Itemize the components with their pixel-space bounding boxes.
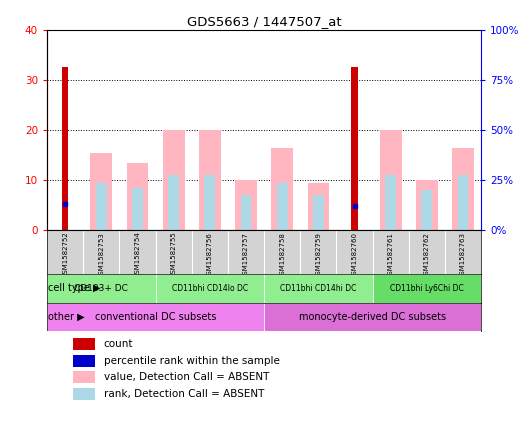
Text: cell type ▶: cell type ▶ bbox=[48, 283, 100, 294]
Bar bbox=[199, 130, 221, 231]
Bar bbox=[422, 190, 433, 231]
Text: GSM1582755: GSM1582755 bbox=[170, 232, 177, 278]
Bar bbox=[372, 274, 481, 302]
Bar bbox=[204, 175, 215, 231]
Bar bbox=[47, 274, 156, 302]
Text: conventional DC subsets: conventional DC subsets bbox=[95, 312, 217, 321]
Text: GSM1582760: GSM1582760 bbox=[351, 232, 358, 279]
Text: GSM1582761: GSM1582761 bbox=[388, 232, 394, 279]
Bar bbox=[73, 388, 95, 400]
Text: other ▶: other ▶ bbox=[48, 312, 84, 321]
Bar bbox=[62, 67, 69, 231]
Bar bbox=[235, 180, 257, 231]
Bar bbox=[308, 183, 329, 231]
Text: GSM1582754: GSM1582754 bbox=[134, 232, 141, 278]
Bar bbox=[271, 148, 293, 231]
Bar bbox=[96, 183, 107, 231]
Text: count: count bbox=[104, 339, 133, 349]
Text: CD103+ DC: CD103+ DC bbox=[74, 284, 128, 293]
Text: CD11bhi CD14lo DC: CD11bhi CD14lo DC bbox=[172, 284, 248, 293]
Text: GSM1582757: GSM1582757 bbox=[243, 232, 249, 279]
Text: GSM1582763: GSM1582763 bbox=[460, 232, 466, 279]
Bar bbox=[452, 148, 474, 231]
Text: percentile rank within the sample: percentile rank within the sample bbox=[104, 356, 279, 366]
Text: GSM1582758: GSM1582758 bbox=[279, 232, 285, 279]
Bar bbox=[313, 195, 324, 231]
Bar bbox=[458, 175, 469, 231]
Title: GDS5663 / 1447507_at: GDS5663 / 1447507_at bbox=[187, 16, 342, 28]
Bar bbox=[73, 371, 95, 384]
Bar bbox=[73, 338, 95, 350]
Bar bbox=[380, 130, 402, 231]
Bar bbox=[90, 153, 112, 231]
Bar bbox=[163, 130, 185, 231]
Text: rank, Detection Call = ABSENT: rank, Detection Call = ABSENT bbox=[104, 389, 264, 399]
Bar bbox=[168, 175, 179, 231]
Bar bbox=[264, 274, 372, 302]
Bar bbox=[416, 180, 438, 231]
Bar bbox=[127, 162, 149, 231]
Text: CD11bhi CD14hi DC: CD11bhi CD14hi DC bbox=[280, 284, 357, 293]
Text: GSM1582762: GSM1582762 bbox=[424, 232, 430, 279]
Bar bbox=[241, 195, 252, 231]
Bar bbox=[351, 67, 358, 231]
Text: GSM1582759: GSM1582759 bbox=[315, 232, 321, 279]
Text: GSM1582753: GSM1582753 bbox=[98, 232, 104, 279]
Bar bbox=[73, 355, 95, 367]
Bar bbox=[156, 274, 264, 302]
Bar bbox=[264, 302, 481, 331]
Bar bbox=[132, 188, 143, 231]
Bar bbox=[277, 183, 288, 231]
Text: CD11bhi Ly6Chi DC: CD11bhi Ly6Chi DC bbox=[390, 284, 464, 293]
Text: GSM1582756: GSM1582756 bbox=[207, 232, 213, 279]
Text: value, Detection Call = ABSENT: value, Detection Call = ABSENT bbox=[104, 373, 269, 382]
Text: GSM1582752: GSM1582752 bbox=[62, 232, 68, 278]
Bar bbox=[47, 302, 264, 331]
Bar bbox=[385, 175, 396, 231]
Text: monocyte-derived DC subsets: monocyte-derived DC subsets bbox=[299, 312, 446, 321]
